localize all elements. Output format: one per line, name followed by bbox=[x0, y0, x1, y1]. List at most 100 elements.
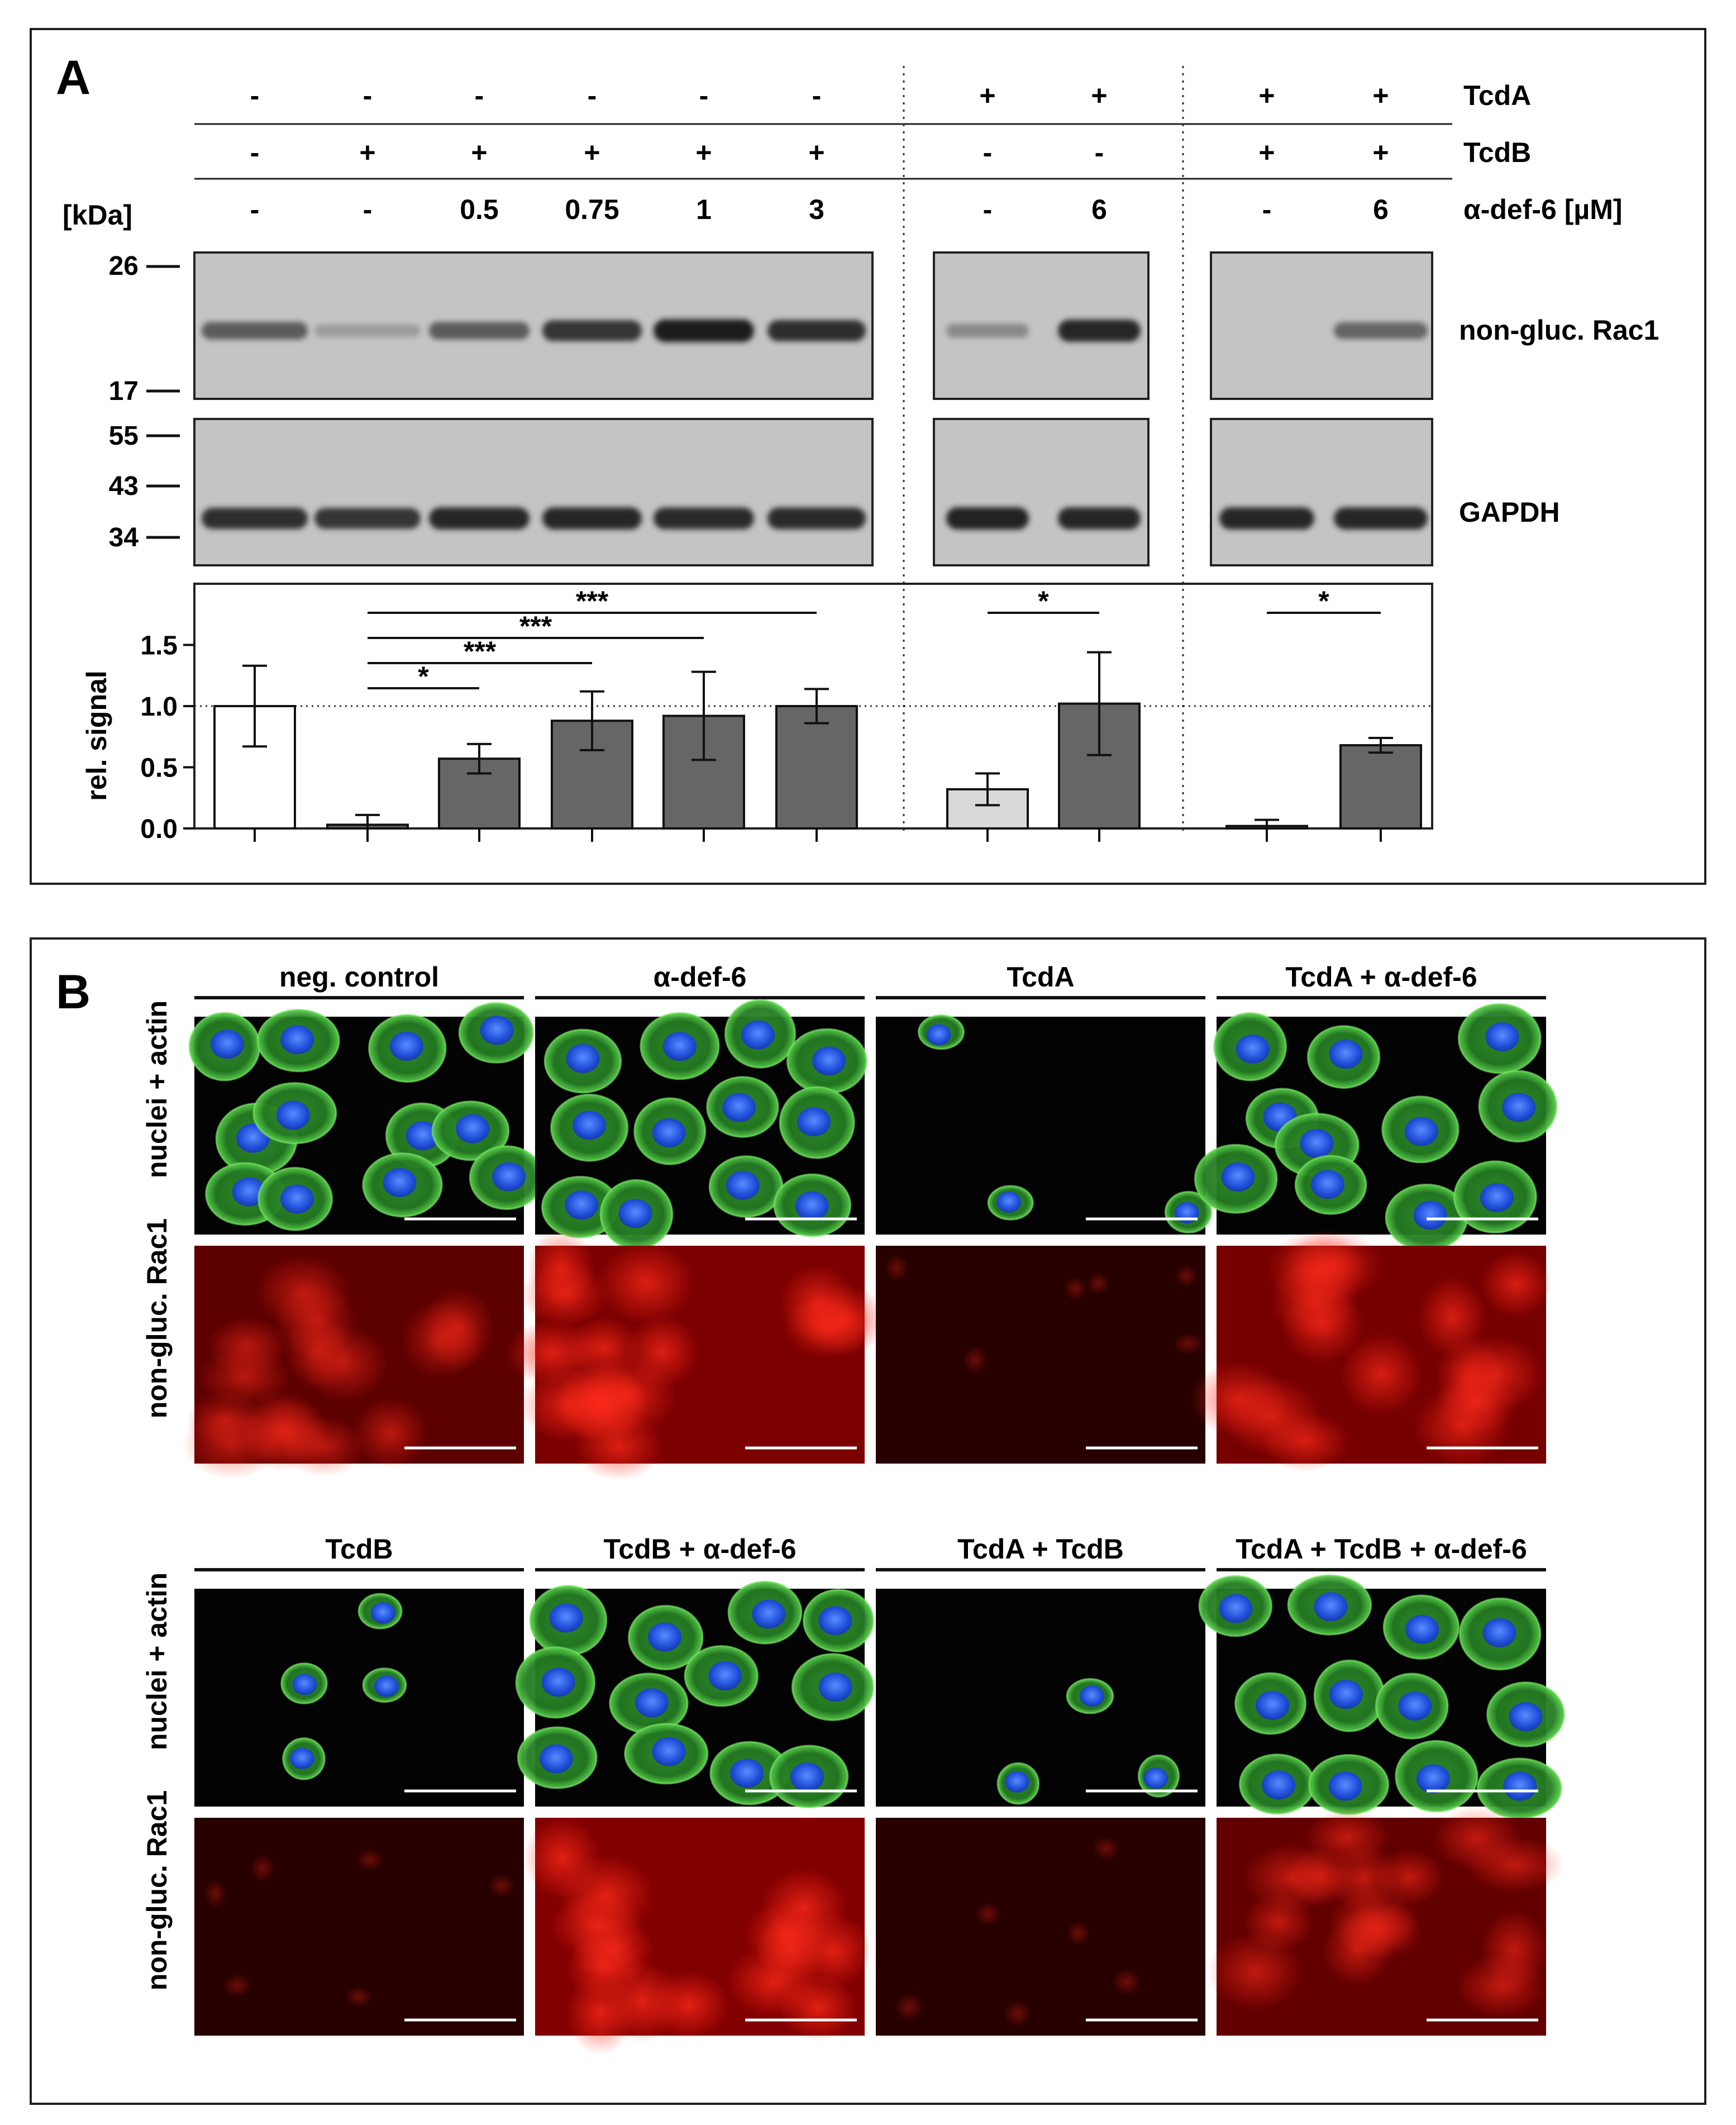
cell-nucleus bbox=[289, 1747, 314, 1769]
rac1-stain bbox=[421, 1287, 495, 1370]
cell-nucleus bbox=[210, 1030, 244, 1059]
rac1-stain bbox=[254, 1255, 351, 1328]
cell-nucleus bbox=[492, 1162, 526, 1192]
blot-band bbox=[1334, 322, 1428, 340]
mw-marker-label: 26 bbox=[109, 251, 139, 281]
cell-nucleus bbox=[1502, 1093, 1536, 1122]
chart-marks: 0.00.51.01.5********** * * bbox=[140, 585, 1432, 844]
cell-nucleus bbox=[730, 1759, 764, 1788]
cell-nucleus bbox=[1143, 1767, 1169, 1789]
mw-markers: [kDa] 26 17 55 43 34 bbox=[63, 199, 180, 552]
cell-nucleus bbox=[795, 1191, 829, 1221]
condition-value: - bbox=[475, 80, 484, 111]
blot-band bbox=[654, 507, 754, 530]
rac1-stain bbox=[783, 1294, 870, 1359]
cell-membrane bbox=[803, 1589, 875, 1652]
bar bbox=[775, 705, 858, 830]
image-rac1 bbox=[194, 1818, 524, 2036]
rac1-stain bbox=[1003, 2000, 1032, 2027]
cell-nucleus bbox=[389, 1031, 423, 1061]
significance-label: *** bbox=[464, 636, 497, 667]
condition-label-tcda: TcdA bbox=[1463, 80, 1531, 111]
cell-nucleus bbox=[647, 1622, 681, 1652]
cell-nucleus bbox=[1080, 1685, 1105, 1707]
cell-nucleus bbox=[1236, 1034, 1270, 1064]
cell-membrane bbox=[368, 1014, 447, 1083]
condition-value: + bbox=[1091, 80, 1107, 111]
rac1-stain bbox=[204, 1879, 227, 1908]
cell-nucleus bbox=[456, 1114, 490, 1144]
cell-membrane bbox=[1306, 1025, 1381, 1089]
blot-band bbox=[1058, 507, 1141, 530]
image-rac1 bbox=[504, 1228, 889, 1481]
blot-label-rac1: non-gluc. Rac1 bbox=[1459, 315, 1659, 346]
rac1-stain bbox=[885, 1254, 909, 1282]
condition-title: TcdB + α-def-6 bbox=[603, 1533, 796, 1565]
cell-nucleus bbox=[652, 1118, 686, 1147]
blot-band bbox=[314, 508, 421, 529]
blot-membrane bbox=[933, 418, 1150, 566]
condition-value: + bbox=[471, 137, 487, 168]
image-nuclei-actin bbox=[1198, 1574, 1565, 1819]
rac1-stain bbox=[1172, 1332, 1204, 1355]
rac1-stain bbox=[1063, 1276, 1088, 1300]
rac1-stain bbox=[198, 1348, 292, 1407]
cell-nucleus bbox=[292, 1674, 317, 1695]
rac1-stain bbox=[488, 1874, 516, 1898]
significance-label: *** bbox=[519, 611, 552, 642]
condition-value: - bbox=[250, 137, 260, 168]
cell-nucleus bbox=[280, 1184, 314, 1214]
y-tick-label: 0.0 bbox=[140, 814, 178, 844]
cell-nucleus bbox=[1314, 1592, 1348, 1622]
condition-title: TcdA + TcdB + α-def-6 bbox=[1236, 1533, 1527, 1565]
condition-value: + bbox=[695, 137, 712, 168]
significance-label: * bbox=[1038, 585, 1049, 617]
cell-membrane bbox=[1457, 1003, 1542, 1074]
condition-value: + bbox=[979, 80, 995, 111]
mw-marker-label: 55 bbox=[109, 421, 139, 451]
panel-b-letter: B bbox=[56, 965, 90, 1019]
condition-title: TcdA + α-def-6 bbox=[1285, 961, 1477, 993]
condition-label-alpha-def-6: α-def-6 [µM] bbox=[1463, 194, 1623, 225]
cell-nucleus bbox=[1413, 1200, 1447, 1230]
cell-nucleus bbox=[812, 1046, 846, 1076]
cell-nucleus bbox=[1004, 1771, 1029, 1793]
cell-membrane bbox=[779, 1086, 855, 1159]
cell-membrane bbox=[517, 1726, 598, 1789]
cell-nucleus bbox=[926, 1024, 951, 1046]
panel-b: B nuclei + actin non-gluc. Rac1 neg. contr… bbox=[30, 937, 1706, 2105]
condition-value: + bbox=[808, 137, 824, 168]
cell-nucleus bbox=[566, 1044, 600, 1073]
y-tick-label: 0.5 bbox=[140, 754, 178, 783]
mw-marker-label: 34 bbox=[109, 523, 139, 552]
cell-nucleus bbox=[1219, 1594, 1253, 1623]
cell-nucleus bbox=[1328, 1771, 1362, 1801]
condition-value: - bbox=[588, 80, 597, 111]
rac1-stain bbox=[1328, 1885, 1419, 1957]
blot-band bbox=[1334, 507, 1428, 530]
rac1-stain bbox=[242, 1397, 330, 1468]
rac1-stain bbox=[521, 1261, 609, 1327]
cell-membrane bbox=[1486, 1681, 1565, 1747]
rac1-stain bbox=[222, 1973, 252, 1998]
cell-nucleus bbox=[1329, 1680, 1363, 1709]
cell-nucleus bbox=[708, 1661, 742, 1690]
blot-band bbox=[767, 320, 866, 342]
cell-membrane bbox=[1198, 1575, 1273, 1637]
cell-nucleus bbox=[1503, 1771, 1537, 1801]
cell-membrane bbox=[1382, 1594, 1460, 1660]
condition-value: - bbox=[1262, 194, 1272, 225]
blot-gapdh: GAPDH bbox=[193, 418, 1560, 566]
blot-band bbox=[946, 323, 1029, 338]
image-nuclei-actin bbox=[1194, 1003, 1558, 1251]
condition-value: - bbox=[250, 80, 260, 111]
cell-nucleus bbox=[1482, 1618, 1516, 1647]
image-nuclei-actin bbox=[515, 1580, 875, 1809]
condition-value: - bbox=[363, 80, 373, 111]
blot-band bbox=[654, 319, 754, 342]
rac1-stain bbox=[1434, 1372, 1518, 1435]
cell-nucleus bbox=[618, 1199, 652, 1228]
cell-membrane bbox=[917, 1014, 965, 1050]
cell-membrane bbox=[362, 1152, 443, 1218]
